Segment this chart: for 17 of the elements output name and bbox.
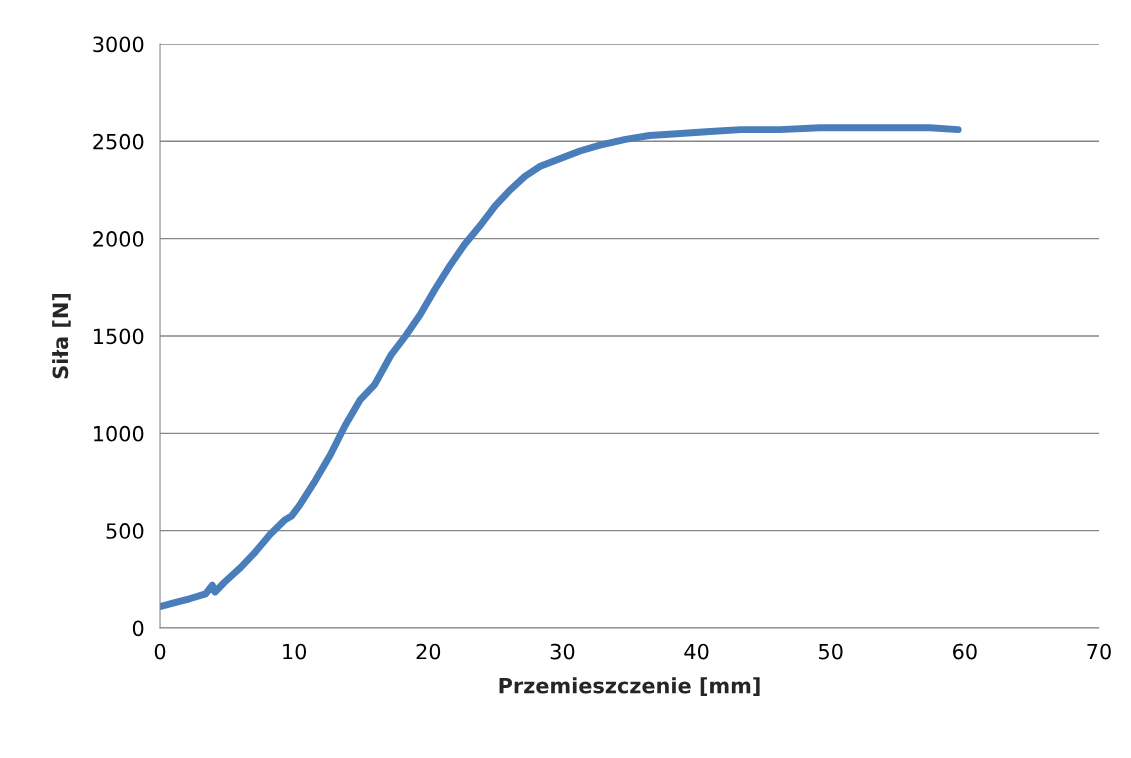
x-tick-label: 40 [684,643,709,660]
x-tick-label: 0 [154,643,166,660]
x-tick-label: 20 [416,643,441,660]
y-tick-label: 500 [106,523,144,539]
y-tick-label: 2500 [93,133,144,150]
y-tick-label: 0 [132,620,144,637]
x-axis-title: Przemieszczenie [mm] [499,677,760,696]
y-axis-title: Siła [N] [52,293,71,379]
x-tick-label: 70 [1087,643,1111,660]
x-tick-label: 50 [819,643,843,660]
y-tick-label: 1000 [94,425,144,442]
x-tick-label: 30 [550,643,575,660]
x-tick-label: 60 [953,643,977,660]
y-tick-label: 1500 [94,328,144,345]
y-tick-label: 3000 [93,36,144,53]
y-tick-label: 2000 [93,231,144,247]
x-tick-label: 10 [283,643,307,660]
